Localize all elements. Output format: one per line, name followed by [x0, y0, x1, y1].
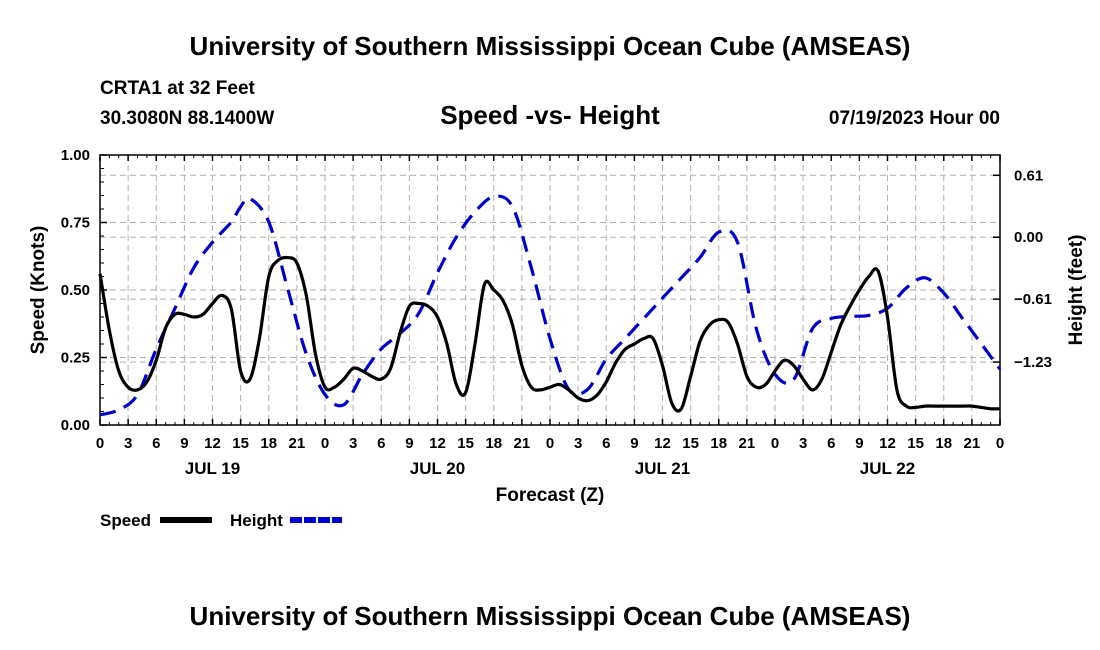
- footer-title: University of Southern Mississippi Ocean…: [190, 601, 911, 631]
- x-tick-label: 9: [855, 435, 863, 452]
- legend-height-label: Height: [230, 511, 283, 530]
- y2-tick-label: −0.61: [1014, 291, 1052, 308]
- y-tick-label: 0.00: [61, 417, 90, 434]
- x-tick-label: 21: [964, 435, 981, 452]
- day-label: JUL 21: [635, 459, 690, 478]
- y2-tick-label: 0.00: [1014, 229, 1043, 246]
- x-tick-label: 12: [204, 435, 221, 452]
- day-label: JUL 20: [410, 459, 465, 478]
- x-tick-label: 0: [996, 435, 1004, 452]
- day-label: JUL 22: [860, 459, 915, 478]
- x-tick-label: 18: [935, 435, 952, 452]
- x-tick-label: 6: [602, 435, 610, 452]
- x-tick-label: 18: [710, 435, 727, 452]
- grid-lines: [100, 155, 1000, 425]
- x-tick-label: 12: [654, 435, 671, 452]
- height-series-line: [99, 194, 1002, 417]
- y-tick-label: 0.75: [61, 215, 90, 232]
- x-tick-label: 21: [514, 435, 531, 452]
- x-tick-label: 9: [180, 435, 188, 452]
- y2-tick-label: −1.23: [1014, 354, 1052, 371]
- x-tick-label: 3: [124, 435, 132, 452]
- station-label: CRTA1 at 32 Feet: [100, 78, 256, 99]
- x-tick-label: 6: [152, 435, 160, 452]
- y2-axis-title: Height (feet): [1066, 235, 1087, 346]
- x-tick-label: 6: [377, 435, 385, 452]
- day-label: JUL 19: [185, 459, 240, 478]
- x-tick-label: 15: [682, 435, 699, 452]
- x-tick-label: 12: [879, 435, 896, 452]
- chart-title: Speed -vs- Height: [440, 100, 660, 130]
- x-tick-label: 3: [574, 435, 582, 452]
- axis-ticks: [99, 154, 1001, 426]
- x-tick-label: 18: [260, 435, 277, 452]
- x-tick-label: 15: [457, 435, 474, 452]
- y-tick-label: 0.25: [61, 350, 90, 367]
- x-axis-title: Forecast (Z): [496, 485, 605, 506]
- x-tick-label: 12: [429, 435, 446, 452]
- y-tick-label: 0.50: [61, 282, 90, 299]
- x-tick-label: 0: [321, 435, 329, 452]
- y-axis-title: Speed (Knots): [28, 226, 49, 355]
- forecast-date: 07/19/2023 Hour 00: [829, 108, 1000, 129]
- axis-labels: 0 3 6 9 12 15 18 21 0 3 6 9 12 15 18 21 0 3 6 9 12 15 18 21 0 3 6 9…: [61, 147, 1052, 478]
- coordinates-label: 30.3080N 88.1400W: [100, 108, 274, 129]
- page-title: University of Southern Mississippi Ocean…: [190, 31, 911, 61]
- x-tick-label: 0: [96, 435, 104, 452]
- x-tick-label: 15: [232, 435, 249, 452]
- x-tick-label: 3: [349, 435, 357, 452]
- y2-tick-label: 0.61: [1014, 167, 1043, 184]
- legend: Speed Height: [100, 511, 342, 530]
- x-tick-label: 18: [485, 435, 502, 452]
- x-tick-label: 9: [630, 435, 638, 452]
- x-tick-label: 0: [546, 435, 554, 452]
- x-tick-label: 21: [289, 435, 306, 452]
- x-tick-label: 15: [907, 435, 924, 452]
- x-tick-label: 6: [827, 435, 835, 452]
- y-tick-label: 1.00: [61, 147, 90, 164]
- legend-speed-label: Speed: [100, 511, 151, 530]
- speed-series-line: [98, 255, 1001, 413]
- x-tick-label: 0: [771, 435, 779, 452]
- x-tick-label: 9: [405, 435, 413, 452]
- x-tick-label: 21: [739, 435, 756, 452]
- x-tick-label: 3: [799, 435, 807, 452]
